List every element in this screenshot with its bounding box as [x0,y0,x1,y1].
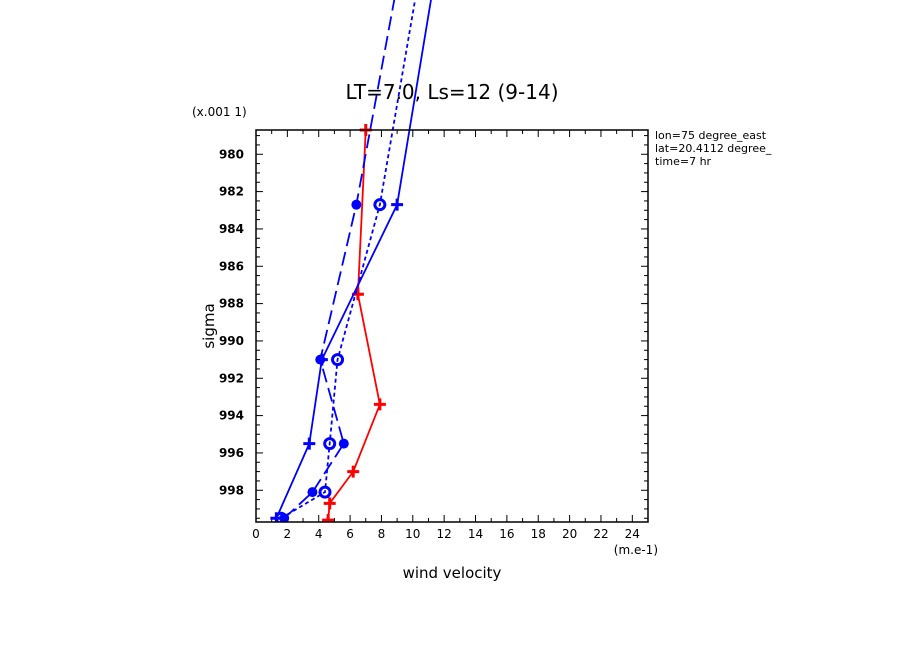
y-tick-label: 990 [219,334,244,348]
y-tick-label: 984 [219,222,244,236]
dot-marker [338,438,349,449]
y-tick-label: 992 [219,371,244,385]
plus-marker [347,465,360,478]
x-axis-label: wind velocity [403,564,502,582]
x-tick-label: 8 [378,527,386,541]
x-tick-label: 16 [499,527,514,541]
axis-ticks: 0 2 4 6 8 10 12 14 16 18 20 22 249809829849869889909… [219,130,649,541]
series-1 [322,124,386,522]
plus-marker [303,437,316,450]
plus-marker [323,497,336,510]
dot-marker [315,354,326,365]
y-tick-label: 998 [219,483,244,497]
x-tick-label: 12 [437,527,452,541]
y-axis-label: sigma [200,303,218,348]
dot-marker [279,513,290,522]
series-line [280,0,416,520]
series-line [327,129,381,521]
x-tick-label: 14 [468,527,483,541]
y-tick-label: 982 [219,185,244,199]
x-tick-label: 22 [593,527,608,541]
x-tick-label: 2 [284,527,292,541]
x-tick-label: 18 [531,527,546,541]
y-tick-label: 980 [219,147,244,161]
dot-marker [351,199,362,210]
y-tick-label: 988 [219,297,244,311]
x-tick-label: 0 [252,527,260,541]
plot-frame [255,129,649,523]
ring-marker [323,437,337,451]
info-time: time=7 hr [655,155,712,168]
info-lon: lon=75 degree_east [655,129,767,142]
plus-marker [322,514,335,522]
series-2 [270,0,432,522]
x-tick-label: 24 [625,527,640,541]
x-tick-label: 20 [562,527,577,541]
dot-marker [307,487,318,498]
x-tick-label: 10 [405,527,420,541]
chart-title: LT=7.0, Ls=12 (9-14) [345,80,558,104]
series-line [283,0,396,519]
series-4 [279,0,396,522]
plus-marker [373,398,386,411]
ring-marker [318,485,332,499]
series-line [275,0,432,519]
y-tick-label: 986 [219,259,244,273]
series-layer [270,0,432,522]
series-3 [274,0,416,522]
x-unit-label: (m.e-1) [614,543,658,557]
x-tick-label: 6 [346,527,354,541]
info-lat: lat=20.4112 degree_ [655,142,772,155]
plus-marker [391,198,404,211]
ring-marker [331,353,345,367]
y-tick-label: 996 [219,446,244,460]
y-tick-label: 994 [219,409,244,423]
y-scale-label: (x.001 1) [192,105,247,119]
ring-marker [373,198,387,212]
x-tick-label: 4 [315,527,323,541]
